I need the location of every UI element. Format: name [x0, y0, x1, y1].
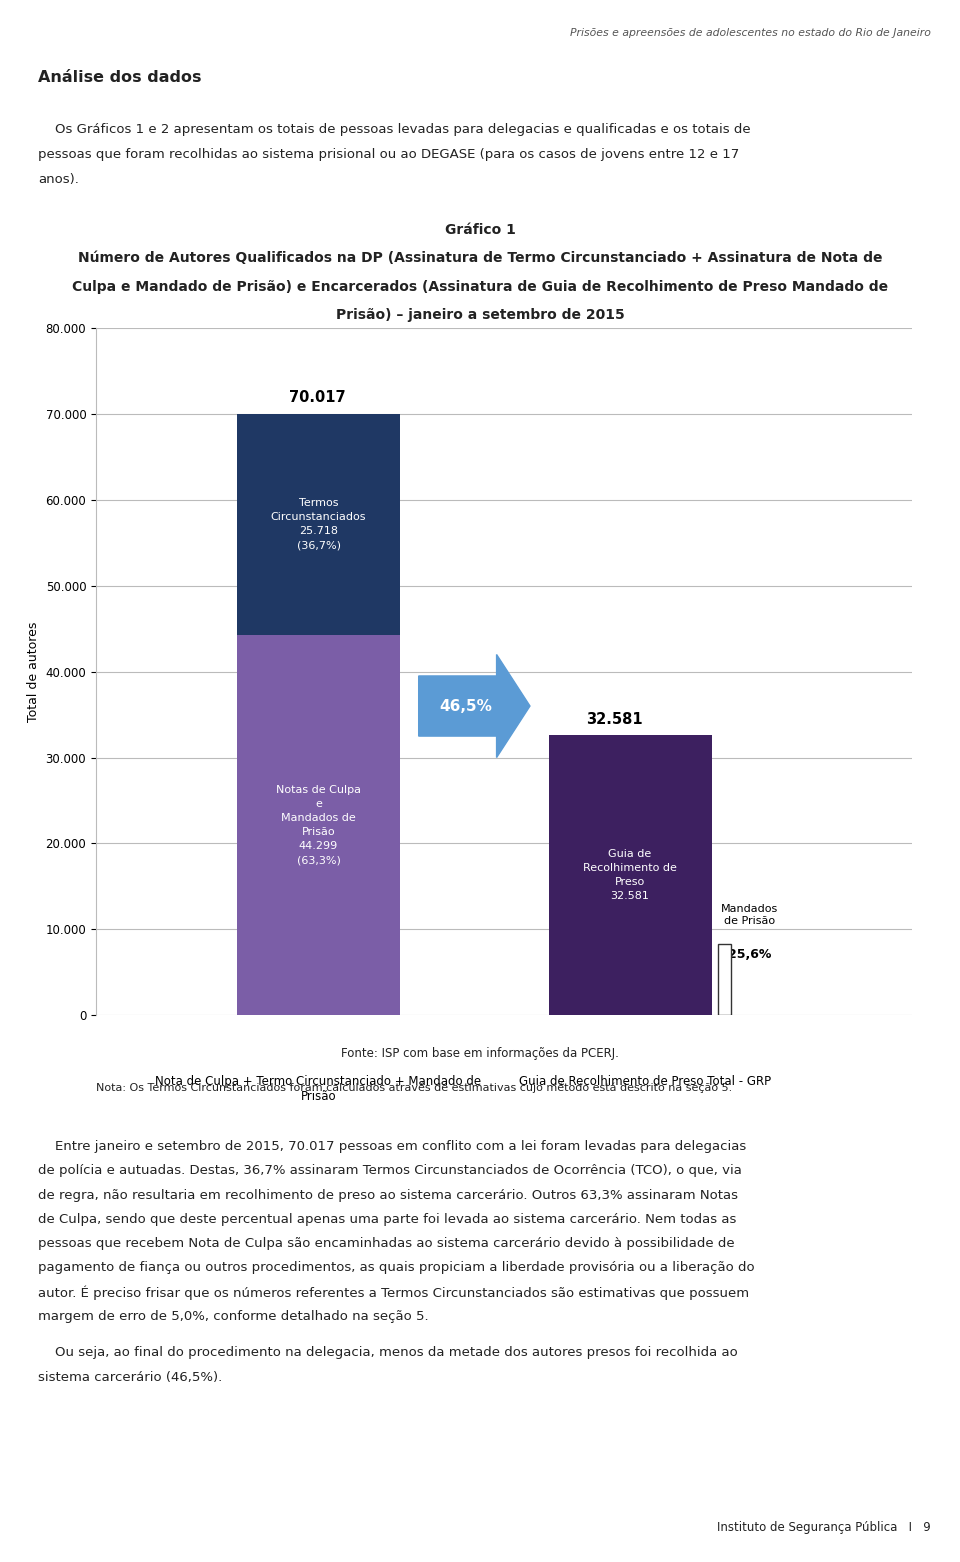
- Y-axis label: Total de autores: Total de autores: [27, 622, 40, 722]
- Text: sistema carcerário (46,5%).: sistema carcerário (46,5%).: [38, 1371, 223, 1384]
- Text: Ou seja, ao final do procedimento na delegacia, menos da metade dos autores pres: Ou seja, ao final do procedimento na del…: [38, 1346, 738, 1359]
- Text: Gráfico 1: Gráfico 1: [444, 223, 516, 237]
- Text: margem de erro de 5,0%, conforme detalhado na seção 5.: margem de erro de 5,0%, conforme detalha…: [38, 1309, 429, 1323]
- Text: Número de Autores Qualificados na DP (Assinatura de Termo Circunstanciado + Assi: Número de Autores Qualificados na DP (As…: [78, 251, 882, 266]
- Text: 25,6%: 25,6%: [728, 948, 771, 961]
- Bar: [718, 943, 731, 1015]
- Text: de Culpa, sendo que deste percentual apenas uma parte foi levada ao sistema carc: de Culpa, sendo que deste percentual ape…: [38, 1212, 736, 1226]
- Text: 70.017: 70.017: [289, 390, 346, 405]
- Text: Mandados
de Prisão: Mandados de Prisão: [721, 904, 779, 926]
- Text: 32.581: 32.581: [586, 712, 642, 726]
- Text: de regra, não resultaria em recolhimento de preso ao sistema carcerário. Outros : de regra, não resultaria em recolhimento…: [38, 1189, 738, 1201]
- Bar: [548, 736, 711, 1015]
- Text: autor. É preciso frisar que os números referentes a Termos Circunstanciados são : autor. É preciso frisar que os números r…: [38, 1286, 750, 1300]
- Text: Nota: Os Termos Circunstanciados foram calculados através de estimativas cujo mé: Nota: Os Termos Circunstanciados foram c…: [96, 1082, 732, 1093]
- Text: Prisões e apreensões de adolescentes no estado do Rio de Janeiro: Prisões e apreensões de adolescentes no …: [570, 28, 931, 37]
- Text: de polícia e autuadas. Destas, 36,7% assinaram Termos Circunstanciados de Ocorrê: de polícia e autuadas. Destas, 36,7% ass…: [38, 1165, 742, 1178]
- Text: pagamento de fiança ou outros procedimentos, as quais propiciam a liberdade prov: pagamento de fiança ou outros procedimen…: [38, 1262, 755, 1275]
- Text: pessoas que foram recolhidas ao sistema prisional ou ao DEGASE (para os casos de: pessoas que foram recolhidas ao sistema …: [38, 148, 739, 161]
- Text: Instituto de Segurança Pública   I   9: Instituto de Segurança Pública I 9: [717, 1521, 931, 1534]
- Text: Os Gráficos 1 e 2 apresentam os totais de pessoas levadas para delegacias e qual: Os Gráficos 1 e 2 apresentam os totais d…: [38, 123, 751, 136]
- Text: Notas de Culpa
e
Mandados de
Prisão
44.299
(63,3%): Notas de Culpa e Mandados de Prisão 44.2…: [276, 786, 361, 865]
- Text: Prisão) – janeiro a setembro de 2015: Prisão) – janeiro a setembro de 2015: [336, 308, 624, 322]
- Text: pessoas que recebem Nota de Culpa são encaminhadas ao sistema carcerário devido : pessoas que recebem Nota de Culpa são en…: [38, 1237, 735, 1250]
- Text: Termos
Circunstanciados
25.718
(36,7%): Termos Circunstanciados 25.718 (36,7%): [271, 498, 367, 550]
- Text: Fonte: ISP com base em informações da PCERJ.: Fonte: ISP com base em informações da PC…: [341, 1047, 619, 1059]
- Text: Culpa e Mandado de Prisão) e Encarcerados (Assinatura de Guia de Recolhimento de: Culpa e Mandado de Prisão) e Encarcerado…: [72, 280, 888, 294]
- Text: Análise dos dados: Análise dos dados: [38, 70, 202, 86]
- Bar: [237, 634, 400, 1015]
- Text: Entre janeiro e setembro de 2015, 70.017 pessoas em conflito com a lei foram lev: Entre janeiro e setembro de 2015, 70.017…: [38, 1140, 747, 1153]
- FancyArrow shape: [419, 654, 530, 758]
- Text: anos).: anos).: [38, 173, 80, 186]
- Text: 46,5%: 46,5%: [439, 698, 492, 714]
- Text: Guia de
Recolhimento de
Preso
32.581: Guia de Recolhimento de Preso 32.581: [583, 850, 677, 901]
- Text: Guia de Recolhimento de Preso Total - GRP: Guia de Recolhimento de Preso Total - GR…: [519, 1076, 771, 1089]
- Bar: [237, 414, 400, 634]
- Text: Nota de Culpa + Termo Circunstanciado + Mandado de
Prisão: Nota de Culpa + Termo Circunstanciado + …: [156, 1076, 482, 1103]
